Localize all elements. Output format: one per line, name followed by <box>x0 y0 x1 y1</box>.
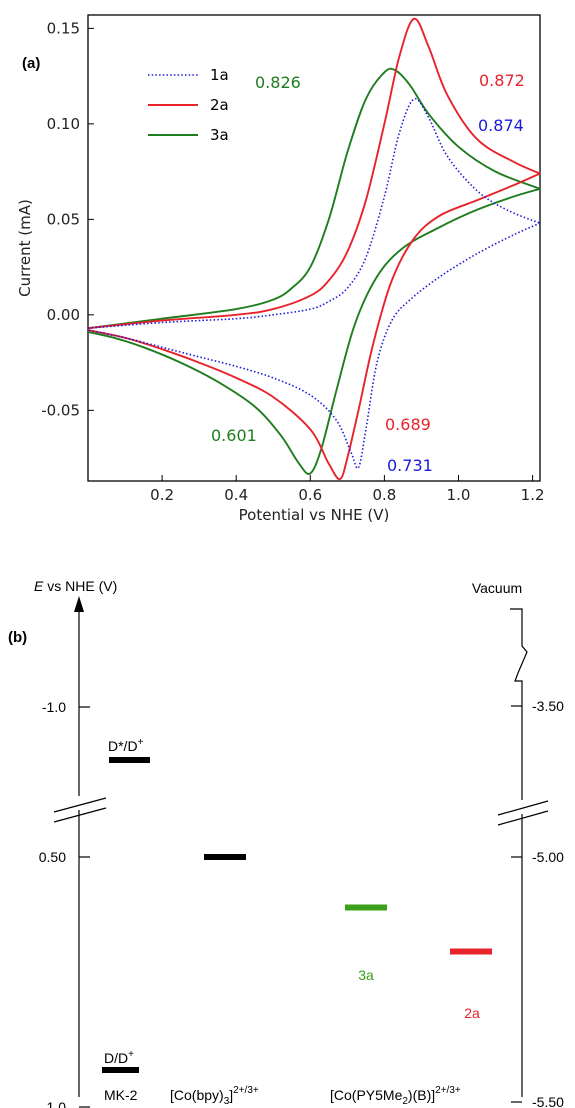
left-axis-title-e: E <box>34 578 44 594</box>
legend-label-1a: 1a <box>210 66 229 84</box>
level-label-d: D/D+ <box>104 1049 134 1066</box>
left-axis-title: E vs NHE (V) <box>34 578 117 594</box>
right-axis-break-2 <box>497 810 549 826</box>
series-2a-reverse-line <box>87 172 541 481</box>
x-tick-label: 0.2 <box>150 486 174 504</box>
level-label-dstar-main: D*/D <box>108 738 138 754</box>
left-tick-label: 0.50 <box>39 849 66 865</box>
series-1a-reverse-line <box>87 222 541 470</box>
x-tick-label: 0.6 <box>298 486 322 504</box>
left-tick-label: 1.0 <box>47 1099 67 1108</box>
right-axis-ticks: -3.50 -5.00 -5.50 <box>511 698 564 1108</box>
left-axis-ticks: -1.0 0.50 1.0 <box>39 699 90 1108</box>
level-label-dstar: D*/D+ <box>108 737 144 754</box>
level-label-dstar-sup: + <box>138 737 144 748</box>
right-axis-break-1 <box>497 800 549 816</box>
copy5-main: [Co(PY5Me <box>330 1087 403 1103</box>
group-label-copy5: [Co(PY5Me2)(B)]2+/3+ <box>330 1085 461 1107</box>
left-axis-title-rest: vs NHE (V) <box>43 578 117 594</box>
x-tick-label: 1.2 <box>521 486 545 504</box>
peak-label-2a-cathodic: 0.689 <box>385 415 431 434</box>
left-axis-arrow-icon <box>74 596 84 612</box>
cobpy-sub: 3 <box>224 1096 230 1107</box>
copy5-rest: )(B)] <box>408 1087 435 1103</box>
right-axis-upper <box>510 608 528 800</box>
series-2a-forward-line <box>87 17 541 330</box>
x-tick-label: 1.0 <box>447 486 471 504</box>
right-tick-label: -3.50 <box>532 698 564 714</box>
curves-group <box>87 17 541 481</box>
x-tick-label: 0.4 <box>224 486 248 504</box>
annotations: 0.874 0.731 0.872 0.689 0.826 0.601 <box>211 71 525 475</box>
legend: 1a 2a 3a <box>148 66 229 144</box>
peak-label-1a-cathodic: 0.731 <box>387 456 433 475</box>
energy-levels <box>102 757 492 1073</box>
series-3a-reverse-line <box>87 187 541 475</box>
y-axis-label: Current (mA) <box>16 199 34 297</box>
panel-a-label: (a) <box>22 55 40 72</box>
peak-label-2a-anodic: 0.872 <box>479 71 525 90</box>
y-tick-label: -0.05 <box>41 401 80 419</box>
cv-panel: (a) 0.2 0.4 0.6 0.8 1.0 1.2 0.15 0.10 0.05 0.00 -0… <box>16 14 545 524</box>
plot-frame <box>87 14 541 482</box>
left-axis-break-1 <box>53 797 107 813</box>
left-tick-label: -1.0 <box>42 699 66 715</box>
x-axis-label: Potential vs NHE (V) <box>239 506 390 524</box>
peak-label-1a-anodic: 0.874 <box>478 116 524 135</box>
level-label-d-main: D/D <box>104 1050 128 1066</box>
legend-label-2a: 2a <box>210 96 229 114</box>
level-label-2a: 2a <box>464 1005 480 1021</box>
series-3a-forward-line <box>87 67 541 330</box>
copy5-sup: 2+/3+ <box>435 1085 461 1096</box>
level-label-3a: 3a <box>358 967 374 983</box>
group-label-cobpy: [Co(bpy)3]2+/3+ <box>170 1085 259 1107</box>
y-tick-label: 0.15 <box>47 19 80 37</box>
peak-label-3a-cathodic: 0.601 <box>211 426 257 445</box>
y-tick-label: 0.05 <box>47 210 80 228</box>
group-label-mk2: MK-2 <box>104 1087 138 1103</box>
cobpy-close: ] <box>229 1087 233 1103</box>
right-tick-label: -5.50 <box>532 1094 564 1108</box>
panel-b-label: (b) <box>8 629 27 646</box>
cobpy-sup: 2+/3+ <box>233 1085 259 1096</box>
right-tick-label: -5.00 <box>532 849 564 865</box>
right-axis-title: Vacuum <box>472 580 522 596</box>
tick-group: 0.2 0.4 0.6 0.8 1.0 1.2 0.15 0.10 0.05 0.00 -0.05 <box>41 19 544 504</box>
level-label-d-sup: + <box>128 1049 134 1060</box>
cobpy-main: [Co(bpy) <box>170 1087 224 1103</box>
copy5-sub: 2 <box>402 1096 408 1107</box>
peak-label-3a-anodic: 0.826 <box>255 73 301 92</box>
x-tick-label: 0.8 <box>372 486 396 504</box>
y-tick-label: 0.00 <box>47 306 80 324</box>
left-axis-break-2 <box>53 807 107 823</box>
y-tick-label: 0.10 <box>47 115 80 133</box>
legend-label-3a: 3a <box>210 126 229 144</box>
energy-diagram-panel: (b) E vs NHE (V) -1.0 0.50 1.0 Vacuum -3.5… <box>8 578 564 1108</box>
